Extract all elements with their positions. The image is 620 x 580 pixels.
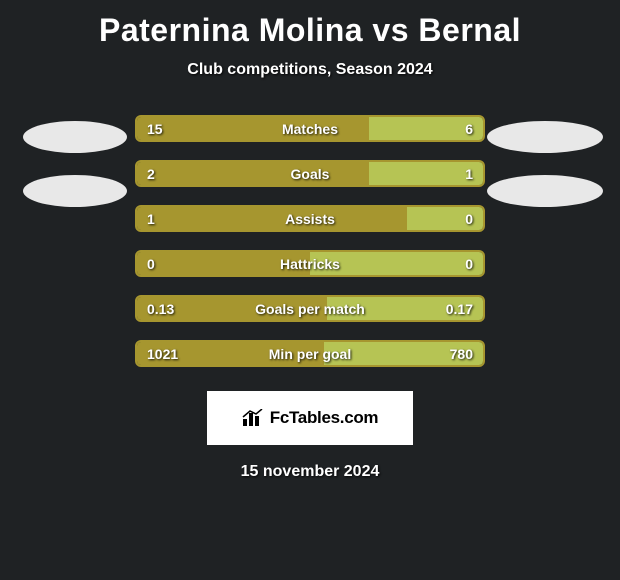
bar-label: Assists	[285, 211, 335, 227]
left-avatar-col	[15, 115, 135, 207]
bar-left-value: 15	[147, 121, 163, 137]
date-text: 15 november 2024	[241, 463, 380, 481]
bar-label: Goals	[291, 166, 330, 182]
bar-right-value: 780	[450, 346, 473, 362]
bar-label: Hattricks	[280, 256, 340, 272]
bar-segment-left	[137, 162, 369, 185]
bar-row: 2 Goals 1	[135, 160, 485, 187]
right-avatar-col	[485, 115, 605, 207]
logo-box: FcTables.com	[207, 391, 413, 445]
bar-right-value: 0	[465, 211, 473, 227]
bar-row: 15 Matches 6	[135, 115, 485, 142]
bar-right-value: 0	[465, 256, 473, 272]
chart-area: 15 Matches 6 2 Goals 1 1 Assists 0 0 Hattricks 0 0.1…	[0, 115, 620, 367]
avatar	[487, 121, 603, 153]
bar-left-value: 0.13	[147, 301, 174, 317]
bar-label: Goals per match	[255, 301, 365, 317]
bar-right-value: 0.17	[446, 301, 473, 317]
bar-left-value: 2	[147, 166, 155, 182]
avatar	[23, 121, 127, 153]
bar-row: 0 Hattricks 0	[135, 250, 485, 277]
avatar	[23, 175, 127, 207]
bar-label: Min per goal	[269, 346, 351, 362]
bar-left-value: 1021	[147, 346, 178, 362]
bar-row: 1021 Min per goal 780	[135, 340, 485, 367]
bars-container: 15 Matches 6 2 Goals 1 1 Assists 0 0 Hattricks 0 0.1…	[135, 115, 485, 367]
logo-text: FcTables.com	[270, 408, 379, 428]
page-subtitle: Club competitions, Season 2024	[187, 61, 432, 79]
bar-right-value: 1	[465, 166, 473, 182]
bar-left-value: 0	[147, 256, 155, 272]
avatar	[487, 175, 603, 207]
bar-row: 0.13 Goals per match 0.17	[135, 295, 485, 322]
page-title: Paternina Molina vs Bernal	[99, 12, 521, 49]
comparison-card: Paternina Molina vs Bernal Club competit…	[0, 0, 620, 481]
bar-label: Matches	[282, 121, 338, 137]
bar-right-value: 6	[465, 121, 473, 137]
bar-chart-icon	[242, 409, 264, 427]
bar-row: 1 Assists 0	[135, 205, 485, 232]
bar-left-value: 1	[147, 211, 155, 227]
bar-segment-left	[137, 207, 407, 230]
